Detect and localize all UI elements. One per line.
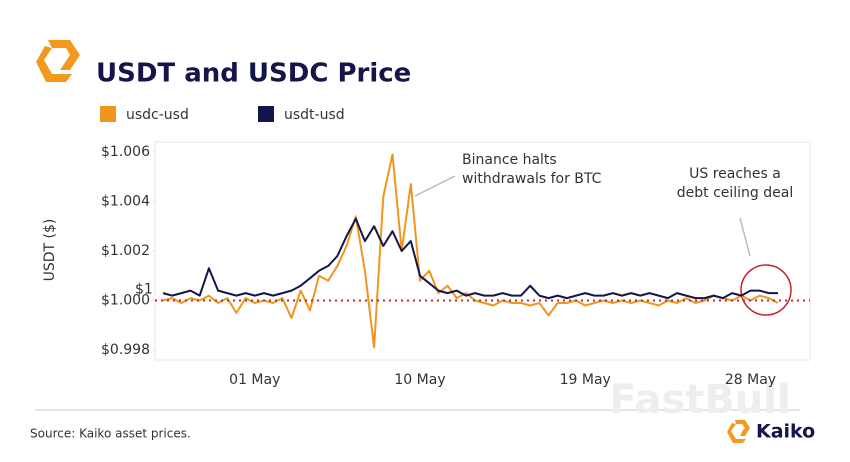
annotation-arrow	[739, 217, 751, 257]
source: Source: Kaiko asset prices.	[30, 427, 191, 441]
y-tick-label: $1.004	[101, 193, 150, 209]
logo-icon	[36, 40, 80, 82]
x-tick-label: 19 May	[560, 372, 611, 388]
y-tick-label: $1.002	[101, 243, 150, 259]
x-tick-label: 28 May	[725, 372, 776, 388]
y-axis-label: USDT ($)	[42, 219, 58, 282]
y-tick-label: $1.006	[101, 144, 150, 160]
annotation: debt ceiling deal	[677, 185, 793, 201]
series-line	[162, 217, 778, 300]
reference-label: $1	[135, 282, 153, 298]
x-tick-label: 01 May	[229, 372, 280, 388]
legend-label: usdt-usd	[284, 107, 345, 123]
y-tick-label: $1.000	[101, 293, 150, 309]
legend-label: usdc-usd	[126, 107, 189, 123]
brand-icon	[727, 420, 750, 443]
brand: Kaiko	[756, 421, 815, 443]
series-line	[162, 153, 779, 349]
x-tick-label: 10 May	[394, 372, 445, 388]
legend-swatch	[258, 106, 274, 122]
y-tick-label: $0.998	[101, 342, 150, 358]
annotation-arrow	[414, 175, 456, 197]
watermark: FastBull	[609, 377, 790, 423]
annotation: Binance halts	[462, 152, 557, 168]
legend-swatch	[100, 106, 116, 122]
annotation: US reaches a	[689, 166, 781, 182]
annotation: withdrawals for BTC	[462, 171, 602, 187]
highlight-circle	[740, 264, 792, 316]
chart-title: USDT and USDC Price	[96, 59, 411, 89]
